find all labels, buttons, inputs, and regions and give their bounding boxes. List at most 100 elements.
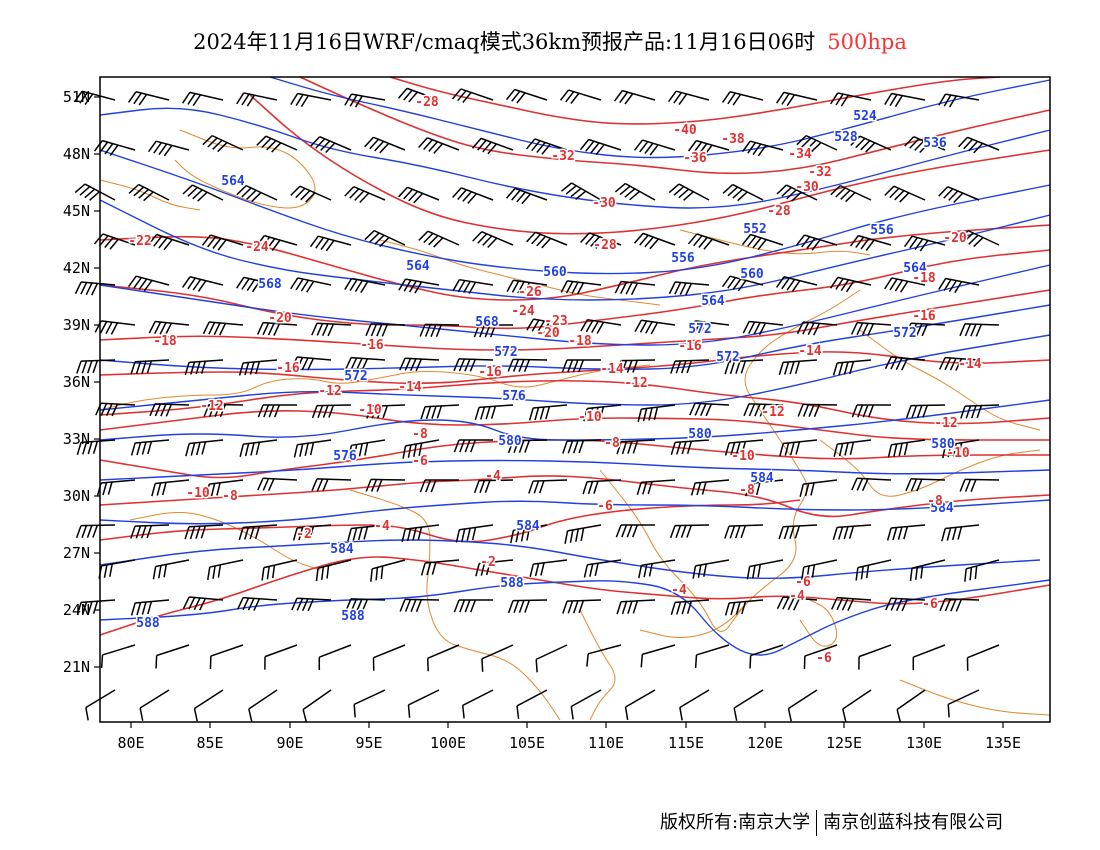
temperature-label: -8 xyxy=(604,436,620,451)
wind-barb-feather xyxy=(109,563,113,577)
wind-barb-feather xyxy=(423,232,434,244)
wind-barb xyxy=(903,235,946,252)
temperature-label: -22 xyxy=(128,234,151,249)
wind-barb-staff xyxy=(783,276,818,286)
copyright-credit: 版权所有:南京大学 南京创蓝科技有限公司 xyxy=(660,808,1003,836)
wind-barb-feather xyxy=(968,140,979,152)
wind-barb-feather xyxy=(903,442,909,456)
wind-barb-feather xyxy=(161,482,167,496)
wind-barb-feather xyxy=(298,527,304,541)
wind-barb-staff xyxy=(837,524,872,529)
wind-barb-feather xyxy=(648,407,653,421)
wind-barb-feather xyxy=(954,281,963,294)
wind-barb-feather xyxy=(477,139,487,151)
title-text: 2024年11月16日WRF/cmaq模式36km预报产品:11月16日06时 xyxy=(193,30,816,54)
wind-barb-feather xyxy=(730,442,736,456)
wind-barb-feather xyxy=(110,322,119,335)
wind-barb xyxy=(257,404,297,418)
wind-barb-feather xyxy=(344,93,353,106)
wind-barb-feather xyxy=(510,530,515,544)
wind-barb-feather xyxy=(73,90,83,103)
wind-barb-feather xyxy=(775,276,785,288)
wind-barb-staff xyxy=(696,644,730,656)
wind-barb-feather xyxy=(413,192,424,204)
wind-barb-feather xyxy=(959,479,966,492)
wind-barb-feather xyxy=(295,187,306,199)
wind-barb-staff xyxy=(783,359,818,364)
wind-barb-feather xyxy=(958,230,969,241)
wind-barb xyxy=(830,276,872,293)
wind-barb xyxy=(775,276,818,292)
wind-barb xyxy=(370,559,406,582)
wind-barb-feather xyxy=(580,319,589,332)
wind-barb-feather xyxy=(724,442,730,456)
wind-barb-staff xyxy=(102,139,136,151)
wind-barb-feather xyxy=(128,184,140,194)
wind-barb-feather xyxy=(507,359,514,372)
wind-barb xyxy=(624,689,656,720)
wind-barb-staff xyxy=(588,138,622,151)
wind-barb-feather xyxy=(811,141,822,153)
wind-barb-feather xyxy=(801,236,811,248)
wind-barb-feather xyxy=(838,526,844,540)
wind-barb-feather xyxy=(860,140,871,151)
wind-barb-staff xyxy=(316,404,352,407)
wind-barb-feather xyxy=(524,600,531,613)
wind-barb-feather xyxy=(905,322,912,336)
lon-tick-label: 90E xyxy=(276,734,303,752)
wind-barb-feather xyxy=(403,279,412,292)
wind-barb xyxy=(797,403,838,418)
wind-barb-staff xyxy=(211,134,244,151)
wind-barb-feather xyxy=(195,361,201,375)
wind-barb-staff xyxy=(192,184,224,201)
wind-barb-staff xyxy=(842,689,872,710)
wind-barb-feather xyxy=(148,321,156,334)
wind-barb-feather xyxy=(752,565,756,579)
wind-barb-feather xyxy=(564,530,569,544)
height-label: 524 xyxy=(853,109,877,124)
wind-barb-feather xyxy=(943,279,952,291)
wind-barb-staff xyxy=(317,322,352,326)
wind-barb-feather xyxy=(884,356,892,370)
wind-barb-feather xyxy=(249,361,255,375)
wind-barb-feather xyxy=(593,480,599,494)
wind-barb xyxy=(905,478,946,492)
wind-barb-feather xyxy=(857,404,864,418)
wind-barb-feather xyxy=(727,277,737,289)
wind-barb xyxy=(398,278,440,294)
wind-barb-feather xyxy=(350,357,358,371)
wind-barb-feather xyxy=(301,598,309,611)
wind-barb-feather xyxy=(855,236,865,248)
wind-barb xyxy=(687,233,730,250)
wind-barb xyxy=(419,323,460,338)
wind-barb-staff xyxy=(675,439,710,444)
wind-barb xyxy=(688,320,730,335)
wind-barb-feather xyxy=(481,658,484,672)
wind-barb-feather xyxy=(894,279,904,292)
wind-barb xyxy=(616,599,656,615)
wind-barb-staff xyxy=(964,404,1000,407)
wind-barb-feather xyxy=(632,440,639,454)
wind-barb-staff xyxy=(370,478,406,481)
wind-barb-feather xyxy=(786,94,796,107)
wind-barb-feather xyxy=(382,405,389,419)
wind-barb-feather xyxy=(862,404,869,418)
wind-barb-feather xyxy=(244,362,250,376)
wind-barb xyxy=(75,524,116,539)
wind-barb xyxy=(290,92,332,108)
wind-barb-feather xyxy=(74,281,82,295)
wind-barb-feather xyxy=(185,443,190,457)
wind-barb-feather xyxy=(350,598,358,612)
wind-barb-staff xyxy=(729,439,764,444)
wind-barb xyxy=(364,136,406,154)
wind-barb-feather xyxy=(93,233,104,245)
wind-barb-feather xyxy=(99,141,109,153)
wind-barb-staff xyxy=(945,439,980,447)
wind-barb-staff xyxy=(248,689,278,710)
wind-barb-feather xyxy=(793,598,801,611)
wind-barb-feather xyxy=(408,91,418,103)
wind-barb-feather xyxy=(217,564,222,578)
wind-barb-feather xyxy=(133,277,143,289)
wind-barb-staff xyxy=(911,235,946,246)
height-label: 580 xyxy=(931,437,955,452)
